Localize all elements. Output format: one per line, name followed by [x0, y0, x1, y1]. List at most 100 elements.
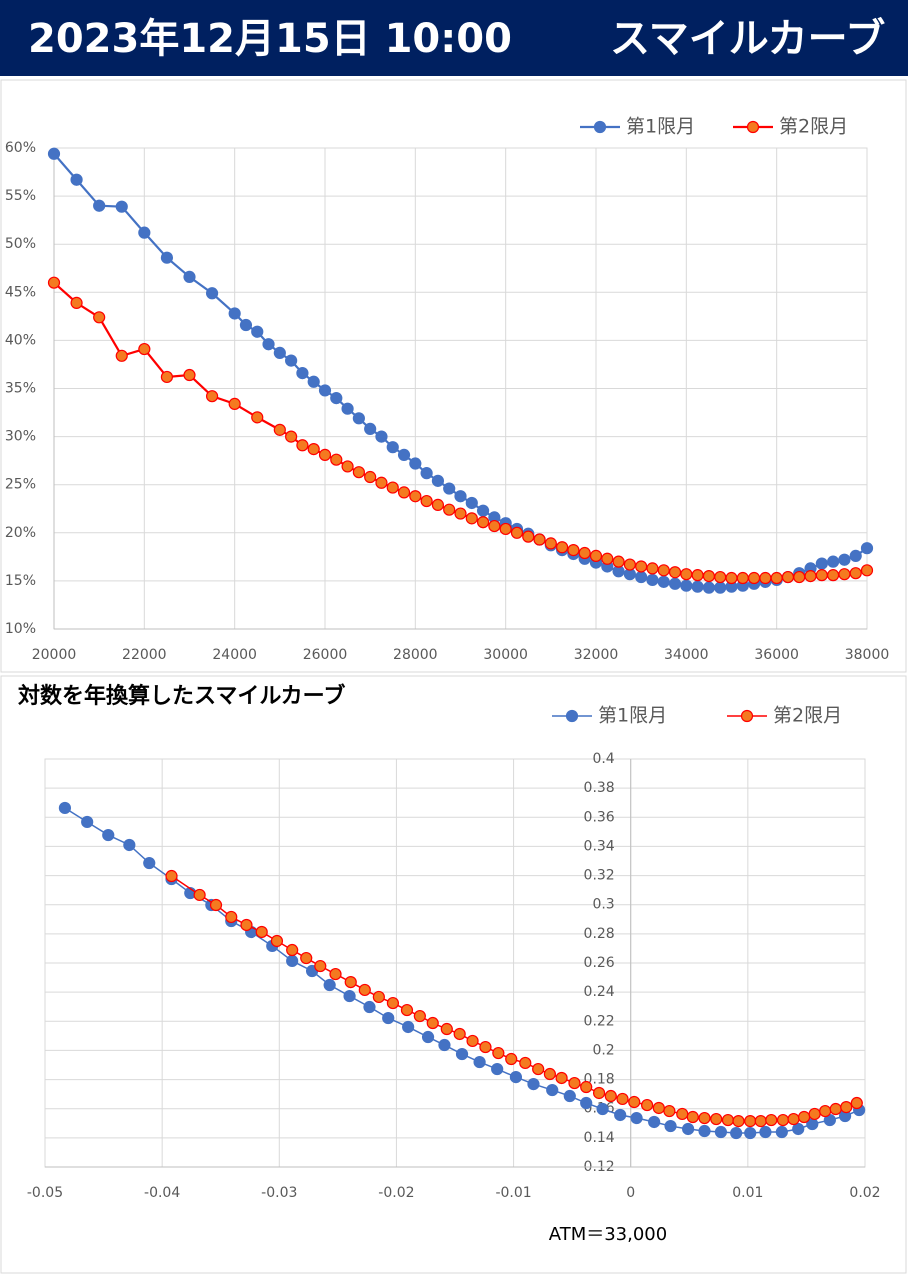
- x-tick-label: 28000: [393, 647, 438, 663]
- data-point: [138, 226, 151, 239]
- data-point: [160, 370, 174, 384]
- y-tick-label: 20%: [5, 525, 36, 541]
- data-point: [372, 990, 385, 1004]
- x-tick-label: 0: [626, 1185, 635, 1201]
- data-point: [730, 1126, 743, 1140]
- data-point: [47, 276, 61, 289]
- data-point: [765, 1113, 778, 1127]
- data-point: [397, 486, 411, 499]
- data-point: [522, 530, 535, 543]
- data-point: [386, 441, 399, 454]
- data-point: [781, 570, 795, 584]
- data-point: [115, 349, 128, 362]
- data-point: [273, 423, 286, 436]
- data-point: [698, 1111, 711, 1125]
- y-tick-label: 30%: [5, 429, 36, 445]
- data-point: [341, 460, 354, 473]
- data-point: [102, 828, 115, 842]
- data-point: [840, 1101, 853, 1114]
- data-point: [438, 1038, 451, 1052]
- data-point: [400, 1003, 414, 1017]
- data-point: [635, 560, 648, 573]
- data-point: [744, 1114, 757, 1128]
- data-point: [341, 402, 354, 415]
- x-tick-label: 32000: [574, 647, 619, 663]
- data-point: [815, 557, 828, 570]
- data-point: [492, 1046, 505, 1060]
- y-tick-label: 0.34: [584, 838, 615, 854]
- data-point: [123, 838, 136, 852]
- x-tick-label: -0.02: [378, 1185, 414, 1201]
- y-tick-label: 55%: [5, 188, 36, 204]
- data-point: [307, 375, 320, 388]
- legend-label: 第1限月: [626, 116, 695, 138]
- x-tick-label: 0.02: [849, 1185, 880, 1201]
- data-point: [420, 494, 433, 508]
- data-point: [440, 1022, 453, 1036]
- data-point: [251, 325, 264, 338]
- chart-panel: [0, 79, 907, 673]
- data-point: [850, 1096, 863, 1110]
- data-point: [314, 959, 327, 973]
- data-point: [454, 490, 467, 503]
- y-tick-label: 0.26: [584, 955, 615, 971]
- data-point: [838, 568, 851, 581]
- data-point: [732, 1114, 745, 1128]
- data-point: [604, 1089, 617, 1103]
- data-point: [409, 490, 422, 503]
- x-tick-label: 24000: [212, 647, 257, 663]
- data-point: [543, 1067, 556, 1081]
- data-point: [646, 562, 659, 575]
- data-point: [421, 1030, 435, 1044]
- y-tick-label: 50%: [5, 236, 36, 252]
- y-tick-label: 0.38: [584, 780, 615, 796]
- annotation: ATM＝33,000: [549, 1224, 667, 1245]
- data-point: [363, 1000, 376, 1014]
- data-point: [668, 566, 682, 579]
- data-point: [849, 567, 862, 580]
- data-point: [93, 199, 106, 212]
- data-point: [262, 338, 275, 351]
- data-point: [431, 474, 445, 487]
- data-point: [160, 251, 174, 264]
- data-point: [680, 568, 693, 581]
- legend-label: 第2限月: [773, 705, 842, 727]
- y-tick-label: 15%: [5, 573, 36, 589]
- data-point: [240, 918, 253, 932]
- data-point: [273, 346, 286, 360]
- data-point: [710, 1112, 723, 1126]
- data-point: [628, 1095, 641, 1109]
- data-point: [364, 470, 377, 484]
- data-point: [505, 1052, 518, 1066]
- data-point: [668, 577, 682, 590]
- data-point: [792, 1122, 805, 1136]
- data-point: [829, 1102, 842, 1116]
- data-point: [47, 147, 61, 160]
- x-tick-label: 30000: [483, 647, 528, 663]
- data-point: [787, 1112, 800, 1126]
- data-point: [702, 581, 716, 594]
- data-point: [228, 307, 241, 320]
- data-point: [808, 1107, 821, 1121]
- x-tick-label: 0.01: [732, 1185, 763, 1201]
- x-tick-label: -0.05: [27, 1185, 63, 1201]
- data-point: [657, 564, 670, 577]
- data-point: [255, 925, 268, 939]
- data-point: [81, 815, 94, 829]
- y-tick-label: 0.3: [592, 897, 614, 913]
- data-point: [721, 1113, 735, 1127]
- data-point: [510, 526, 524, 539]
- data-point: [630, 1111, 643, 1125]
- y-tick-label: 40%: [5, 332, 36, 348]
- data-point: [601, 552, 614, 565]
- y-tick-label: 0.28: [584, 926, 615, 942]
- y-tick-label: 0.14: [584, 1130, 615, 1146]
- x-tick-label: -0.03: [261, 1185, 297, 1201]
- data-point: [426, 1016, 439, 1030]
- data-point: [519, 1056, 532, 1070]
- data-point: [286, 954, 299, 968]
- data-point: [397, 448, 411, 461]
- data-point: [115, 200, 128, 213]
- data-point: [592, 1086, 606, 1100]
